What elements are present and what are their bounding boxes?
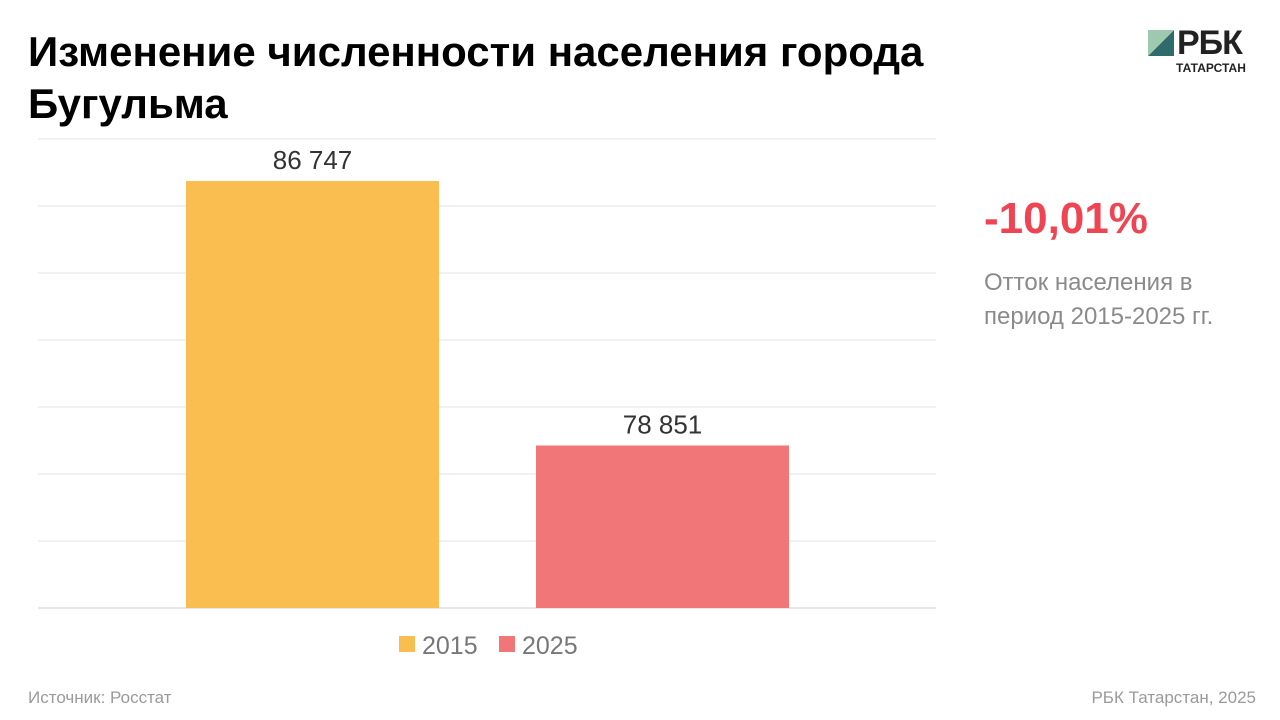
legend-label: 2025 — [522, 632, 578, 660]
change-description: Отток населения в период 2015-2025 гг. — [984, 269, 1214, 330]
data-label: 86 747 — [273, 145, 353, 175]
data-label: 78 851 — [623, 409, 703, 439]
page-title: Изменение численности населения города Б… — [28, 28, 924, 127]
logo-subtext: ТАТАРСТАН — [1176, 61, 1246, 75]
copyright-note: РБК Татарстан, 2025 — [1091, 688, 1256, 707]
source-note: Источник: Росстат — [28, 688, 172, 707]
legend-swatch — [399, 636, 415, 652]
bar-2025 — [536, 445, 789, 608]
change-percent: -10,01% — [984, 194, 1148, 243]
bar-2015 — [186, 180, 439, 608]
logo-mark-icon — [1148, 30, 1174, 56]
legend-label: 2015 — [422, 632, 478, 660]
rbk-logo: РБК ТАТАРСТАН — [1148, 24, 1258, 80]
legend-swatch — [499, 636, 515, 652]
logo-text: РБК — [1177, 24, 1243, 62]
